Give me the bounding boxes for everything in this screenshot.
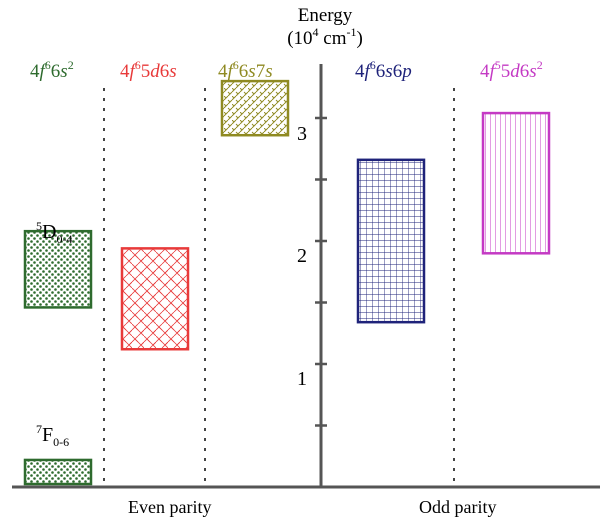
axis-ticks	[315, 116, 327, 427]
band-5D	[23, 229, 93, 309]
odd-parity-label: Odd parity	[419, 497, 497, 517]
tick-label-3: 3	[297, 123, 307, 145]
energy-bands	[23, 79, 551, 486]
config-label-4f6-5d6s: 4f65d6s	[120, 58, 177, 82]
band-4f55d6s2	[481, 111, 551, 255]
axis-title-line1: Energy	[297, 5, 353, 26]
band-4f66s7s	[220, 79, 290, 137]
config-label-4f6-6s7s: 4f66s7s	[218, 58, 273, 82]
axis-title: Energy (104 cm-1)	[270, 6, 380, 48]
tick-label-1: 1	[297, 368, 307, 390]
band-4f66s6p	[356, 158, 426, 324]
config-label-4f5-5d6s2: 4f55d6s2	[480, 58, 543, 82]
band-7F	[23, 458, 93, 486]
config-label-4f6-6s2: 4f66s2	[30, 58, 74, 82]
term-label-5D: 5D0-4	[36, 219, 73, 246]
axis-title-line2: (104 cm-1)	[287, 25, 363, 49]
band-4f65d6s	[120, 247, 190, 351]
even-parity-label: Even parity	[128, 497, 212, 517]
tick-label-2: 2	[297, 245, 307, 267]
config-label-4f6-6s6p: 4f66s6p	[355, 58, 412, 82]
term-label-7F: 7F0-6	[36, 422, 70, 449]
